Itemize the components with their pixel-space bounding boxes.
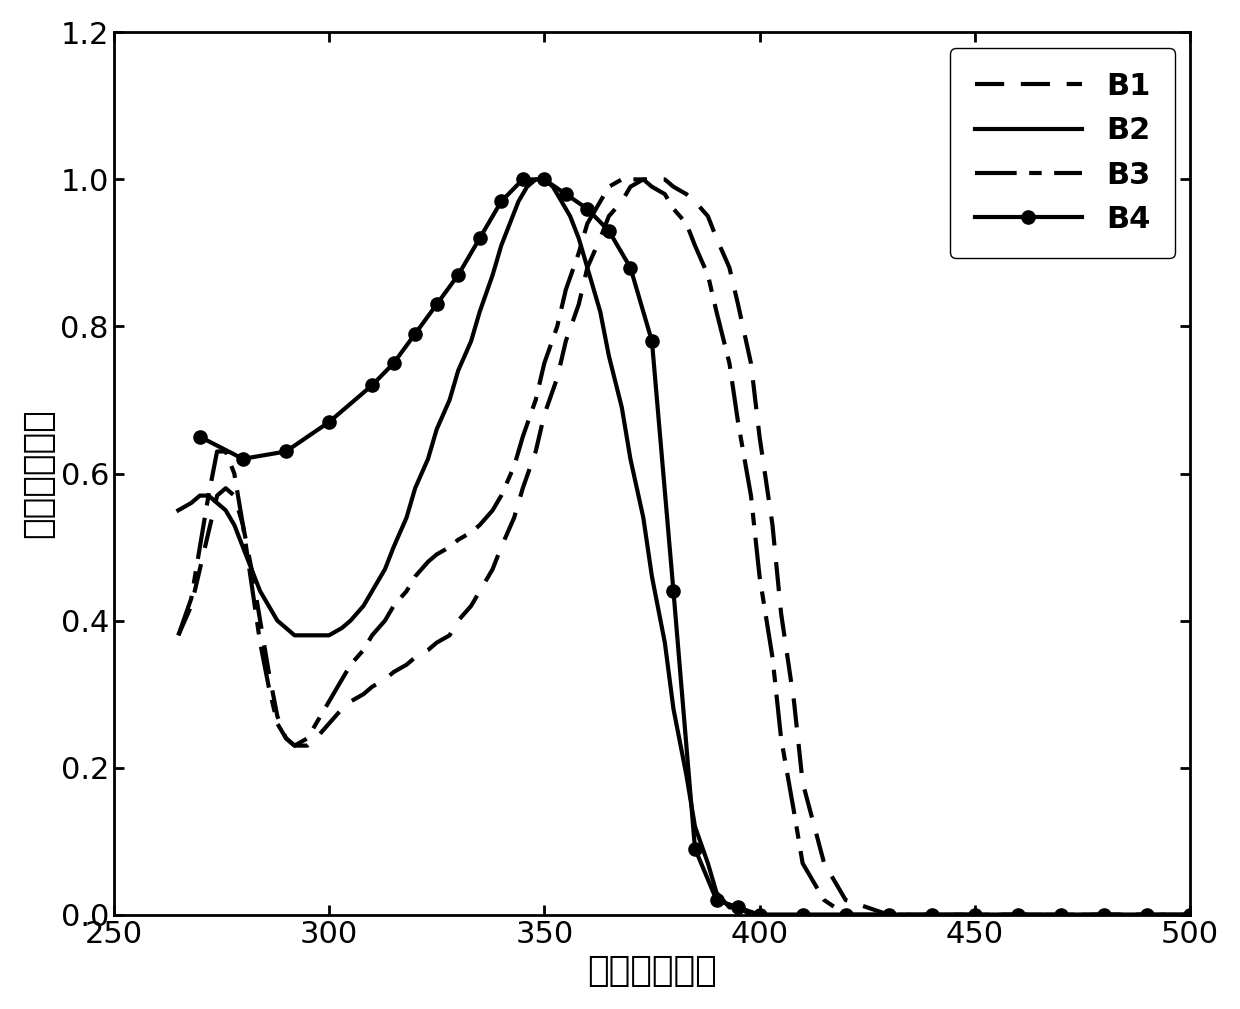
B4 xyxy=(537,174,552,186)
B4 xyxy=(472,232,487,244)
Line: B3: B3 xyxy=(179,180,1190,915)
B2 xyxy=(859,909,874,921)
B4 xyxy=(645,335,660,347)
B3 xyxy=(537,357,552,369)
B1 xyxy=(1183,909,1198,921)
B4 xyxy=(1183,909,1198,921)
B4 xyxy=(1054,909,1069,921)
B1 xyxy=(537,409,552,421)
B3 xyxy=(1183,909,1198,921)
B4 xyxy=(601,225,616,237)
B3 xyxy=(838,909,853,921)
B4 xyxy=(386,357,401,369)
B4 xyxy=(321,416,336,428)
B2 xyxy=(744,909,759,921)
Line: B4: B4 xyxy=(193,174,1197,921)
B3 xyxy=(817,894,832,906)
B4 xyxy=(730,901,745,913)
B1 xyxy=(171,630,186,642)
B2 xyxy=(967,909,982,921)
B4 xyxy=(666,585,681,597)
B4 xyxy=(192,431,207,443)
B4 xyxy=(882,909,897,921)
B4 xyxy=(580,203,595,215)
B1 xyxy=(859,901,874,913)
Line: B2: B2 xyxy=(179,180,1190,915)
Y-axis label: 相对吸收强度: 相对吸收强度 xyxy=(21,409,55,539)
B4 xyxy=(494,196,508,208)
B2 xyxy=(1183,909,1198,921)
B1 xyxy=(321,717,336,730)
X-axis label: 波长（纳米）: 波长（纳米） xyxy=(587,955,717,988)
B4 xyxy=(967,909,982,921)
B3 xyxy=(408,570,423,582)
B2 xyxy=(537,174,552,186)
B4 xyxy=(365,379,379,391)
B4 xyxy=(838,909,853,921)
B4 xyxy=(558,188,573,200)
B4 xyxy=(924,909,939,921)
B4 xyxy=(516,174,531,186)
Legend: B1, B2, B3, B4: B1, B2, B3, B4 xyxy=(950,47,1174,258)
B3 xyxy=(321,695,336,707)
B1 xyxy=(636,174,651,186)
B4 xyxy=(622,261,637,273)
B4 xyxy=(709,894,724,906)
B1 xyxy=(817,858,832,870)
B3 xyxy=(614,174,629,186)
B4 xyxy=(279,445,294,457)
B1 xyxy=(882,909,897,921)
B2 xyxy=(817,909,832,921)
B1 xyxy=(408,652,423,664)
B1 xyxy=(967,909,982,921)
B2 xyxy=(528,174,543,186)
B3 xyxy=(967,909,982,921)
B2 xyxy=(171,504,186,517)
B3 xyxy=(882,909,897,921)
B4 xyxy=(1140,909,1154,921)
B4 xyxy=(795,909,810,921)
B2 xyxy=(408,482,423,494)
B4 xyxy=(1096,909,1111,921)
Line: B1: B1 xyxy=(179,180,1190,915)
B4 xyxy=(429,299,444,311)
B3 xyxy=(171,630,186,642)
B4 xyxy=(236,453,250,465)
B4 xyxy=(451,269,466,282)
B4 xyxy=(687,843,702,855)
B4 xyxy=(1011,909,1025,921)
B4 xyxy=(408,328,423,340)
B4 xyxy=(753,909,768,921)
B2 xyxy=(321,630,336,642)
